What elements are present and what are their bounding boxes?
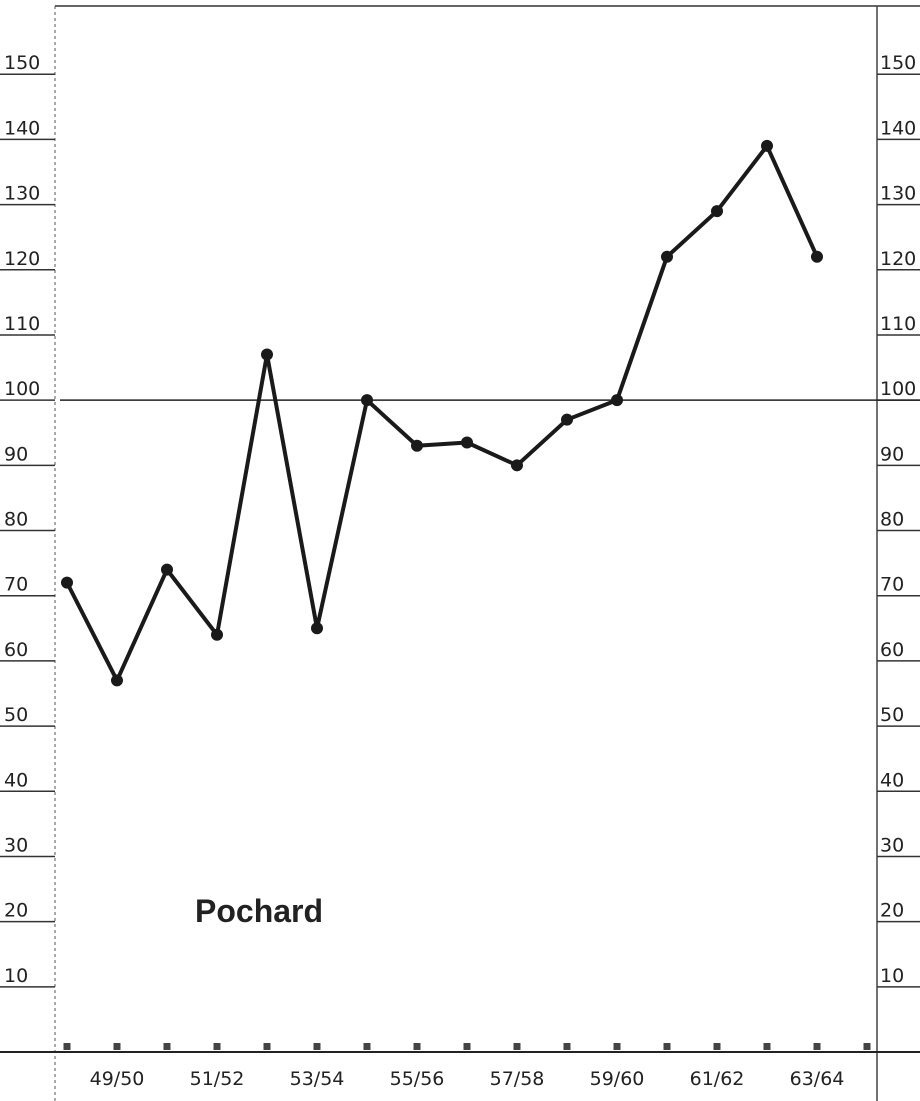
point: [411, 439, 423, 452]
x-tick: [863, 1043, 871, 1050]
x-tick: [763, 1043, 771, 1050]
y-tick-label: 60: [4, 639, 28, 661]
x-tick-label: 57/58: [490, 1068, 545, 1090]
y2-tick-label: 20: [880, 900, 904, 922]
point: [761, 139, 773, 152]
y-tick-label: 70: [4, 574, 28, 596]
point: [211, 628, 223, 641]
y2-tick-label: 70: [880, 574, 904, 596]
y-tick-label: 150: [4, 52, 40, 74]
x-tick-label: 63/64: [790, 1068, 845, 1090]
x-tick: [113, 1043, 121, 1050]
point: [611, 394, 623, 407]
annotation: Pochard: [195, 893, 323, 929]
x-tick: [313, 1043, 321, 1050]
x-tick-label: 53/54: [290, 1068, 345, 1090]
y2-tick-label: 110: [880, 313, 916, 335]
point: [161, 563, 173, 576]
point: [661, 250, 673, 263]
y2-tick-label: 120: [880, 248, 916, 270]
x-tick-label: 55/56: [390, 1068, 445, 1090]
x-tick: [663, 1043, 671, 1050]
y-tick-label: 20: [4, 900, 28, 922]
point: [811, 250, 823, 263]
y-tick-label: 110: [4, 313, 40, 335]
x-tick: [613, 1043, 621, 1050]
x-tick: [163, 1043, 171, 1050]
y2-tick-label: 80: [880, 509, 904, 531]
point: [461, 436, 473, 449]
y-tick-label: 10: [4, 965, 28, 987]
point: [261, 348, 273, 361]
y2-tick-label: 130: [880, 183, 916, 205]
y-tick-label: 40: [4, 769, 28, 791]
y2-tick-label: 30: [880, 834, 904, 856]
y2-tick-label: 40: [880, 769, 904, 791]
y2-tick-label: 140: [880, 117, 916, 139]
x-tick: [263, 1043, 271, 1050]
line: [65, 143, 819, 683]
point: [511, 459, 523, 472]
y2-tick-label: 50: [880, 704, 904, 726]
y2-tick-label: 100: [880, 378, 916, 400]
x-tick: [513, 1043, 521, 1050]
x-tick-label: 49/50: [90, 1068, 145, 1090]
x-tick: [363, 1043, 371, 1050]
point: [711, 205, 723, 218]
point: [361, 394, 373, 407]
x-tick: [413, 1043, 421, 1050]
point: [111, 674, 123, 687]
y-tick-label: 140: [4, 117, 40, 139]
y-tick-label: 50: [4, 704, 28, 726]
x-tick-label: 61/62: [690, 1068, 745, 1090]
y-tick-label: 120: [4, 248, 40, 270]
y2-tick-label: 10: [880, 965, 904, 987]
y-tick-label: 90: [4, 443, 28, 465]
x-tick-label: 59/60: [590, 1068, 645, 1090]
x-tick: [713, 1043, 721, 1050]
x-tick: [463, 1043, 471, 1050]
x-tick: [63, 1043, 71, 1050]
y2-tick-label: 90: [880, 443, 904, 465]
point: [61, 576, 73, 589]
y-tick-label: 100: [4, 378, 40, 400]
y-tick-label: 30: [4, 834, 28, 856]
x-tick: [563, 1043, 571, 1050]
y-tick-label: 130: [4, 183, 40, 205]
x-tick: [213, 1043, 221, 1050]
x-tick-label: 51/52: [190, 1068, 245, 1090]
point: [311, 622, 323, 635]
y-tick-label: 80: [4, 509, 28, 531]
y2-tick-label: 60: [880, 639, 904, 661]
point: [561, 413, 573, 426]
x-tick: [813, 1043, 821, 1050]
y2-tick-label: 150: [880, 52, 916, 74]
